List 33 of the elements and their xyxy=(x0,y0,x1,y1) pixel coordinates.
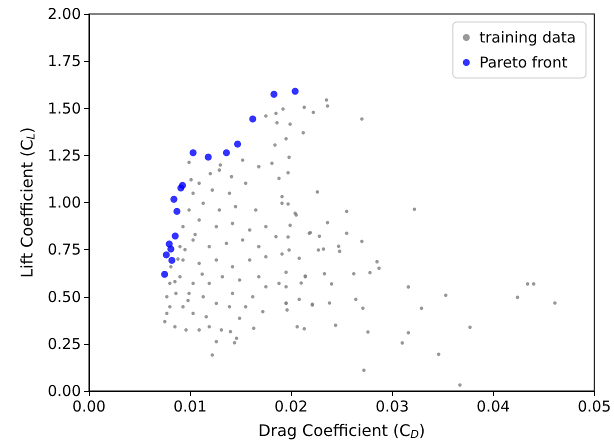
point xyxy=(167,246,174,253)
x-tick-label: 0.03 xyxy=(375,398,409,416)
y-tick-label: 0.25 xyxy=(48,334,81,353)
y-tick-label: 0.75 xyxy=(48,240,81,259)
point xyxy=(292,88,299,95)
point xyxy=(222,149,230,156)
x-tick-label: 0.00 xyxy=(72,398,106,416)
point xyxy=(162,251,170,258)
point xyxy=(161,270,168,278)
point xyxy=(172,232,179,240)
y-tick-label: 2.00 xyxy=(48,5,81,23)
point xyxy=(234,140,242,148)
y-tick-label: 0.00 xyxy=(48,382,81,400)
y-tick-label: 1.50 xyxy=(48,99,81,118)
point xyxy=(270,90,278,98)
point xyxy=(173,208,180,215)
x-tick-label: 0.02 xyxy=(274,398,308,416)
x-tick-label: 0.04 xyxy=(476,398,510,416)
y-tick-label: 0.50 xyxy=(48,288,81,306)
y-tick-label: 1.75 xyxy=(48,52,81,70)
point xyxy=(204,154,212,161)
legend-label: Pareto front xyxy=(479,54,568,72)
point xyxy=(190,149,197,156)
x-tick-label: 0.01 xyxy=(173,398,207,416)
point xyxy=(170,196,178,203)
y-tick-label: 1.25 xyxy=(48,146,81,164)
legend-label: training data xyxy=(479,28,576,46)
x-tick-label: 0.05 xyxy=(578,398,612,416)
point xyxy=(249,115,256,122)
y-axis-title: Lift Coefficient (CL) xyxy=(18,127,38,278)
point xyxy=(177,184,184,192)
point xyxy=(168,256,176,264)
y-tick-label: 1.00 xyxy=(48,194,81,212)
